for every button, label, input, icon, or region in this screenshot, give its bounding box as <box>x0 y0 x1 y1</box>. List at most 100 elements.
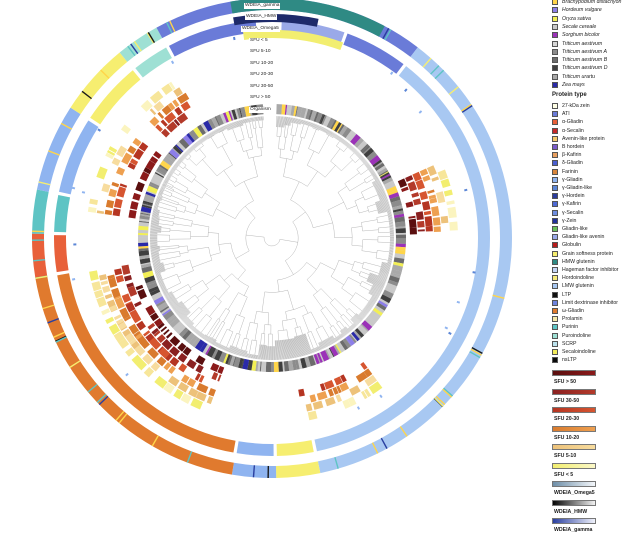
protein-item-swatch <box>552 292 558 298</box>
tree-branch <box>207 319 218 336</box>
tree-branch <box>246 151 248 159</box>
tree-branch <box>251 118 252 122</box>
protein-item-label: nsLTP <box>562 356 577 364</box>
tree-branch <box>278 330 287 331</box>
tree-branch <box>350 293 356 301</box>
tree-branch <box>221 127 223 131</box>
tree-branch <box>247 353 248 357</box>
tree-branch <box>389 222 393 223</box>
sfu-cell <box>99 274 107 281</box>
tree-branch <box>372 296 378 299</box>
tree-branch <box>350 153 354 157</box>
protein-item-swatch <box>552 144 558 150</box>
tree-branch <box>188 284 191 289</box>
tree-branch <box>176 210 184 212</box>
tree-branch <box>208 232 218 233</box>
wdeia-mark <box>357 406 360 410</box>
tree-branch <box>389 254 393 255</box>
protein-item-swatch <box>552 160 558 166</box>
tree-branch <box>255 341 257 355</box>
tree-branch <box>194 179 207 189</box>
tree-branch <box>185 211 195 214</box>
protein-item-label: γ-Kafirin <box>562 200 581 208</box>
tree-branch <box>235 177 257 187</box>
tree-branch <box>315 124 316 128</box>
tree-branch <box>219 308 226 319</box>
tree-branch <box>255 117 256 121</box>
tree-branch <box>336 141 339 146</box>
sfu-cell <box>161 129 170 138</box>
tree-branch <box>232 333 237 345</box>
protein-item-label: LMW glutenin <box>562 282 594 290</box>
tree-branch <box>364 262 381 266</box>
tree-branch <box>213 340 216 345</box>
tree-branch <box>279 149 285 150</box>
protein-item-swatch <box>552 251 558 257</box>
tree-branch <box>150 230 161 231</box>
tree-branch <box>362 262 364 268</box>
organism-item-sorghum-bicolor: Sorghum bicolor <box>552 31 600 39</box>
organism-cell <box>138 237 148 243</box>
gradient-bar-sfu-20-30 <box>552 407 596 413</box>
tree-branch <box>339 321 344 328</box>
outer-ring-stripe <box>267 466 269 478</box>
gradient-bar-sfu-5 <box>552 463 596 469</box>
wdeia-mark <box>448 332 452 335</box>
ring-label-wdeia-omega5: WDEIA_Omega5 <box>241 26 280 32</box>
tree-branch <box>346 311 352 317</box>
tree-branch <box>159 251 180 254</box>
sfu-cell <box>401 187 409 192</box>
tree-branch <box>160 256 180 260</box>
tree-branch <box>176 289 191 299</box>
sfu-cell <box>324 380 334 390</box>
organism-item-label: Triticum aestivum A <box>562 48 607 56</box>
tree-branch <box>216 209 235 219</box>
sfu-cell <box>105 317 114 324</box>
tree-branch <box>174 260 190 264</box>
tree-branch <box>330 325 333 327</box>
tree-branch <box>218 233 220 252</box>
tree-branch <box>249 156 262 159</box>
tree-branch <box>380 270 389 273</box>
protein-item-swatch <box>552 169 558 175</box>
tree-branch <box>389 220 393 221</box>
tree-branch <box>222 127 224 131</box>
tree-branch <box>255 121 256 128</box>
organism-cell <box>138 242 148 246</box>
tree-branch <box>237 139 244 141</box>
wdeia-mark <box>457 301 460 304</box>
tree-branch <box>171 194 172 197</box>
protein-item-grain-softness-protein: Grain softness protein <box>552 250 613 258</box>
tree-branch <box>283 177 307 187</box>
sfu-cell <box>434 226 441 232</box>
sfu-cell <box>422 175 430 182</box>
tree-branch <box>311 331 318 347</box>
sfu-cell <box>416 211 424 220</box>
tree-branch <box>356 293 369 302</box>
tree-branch <box>335 298 347 310</box>
wdeia-mark <box>419 110 423 113</box>
ring-label-wdeia-hmw: WDEIA_HMW <box>245 14 277 20</box>
protein-item-label: γ-Zein <box>562 217 576 225</box>
wdeia-mark <box>472 271 475 274</box>
tree-branch <box>152 261 160 263</box>
tree-branch <box>388 215 392 216</box>
tree-branch <box>389 219 393 220</box>
sfu-cell <box>166 332 173 338</box>
tree-branch <box>345 173 360 184</box>
tree-branch <box>202 160 217 176</box>
protein-item-gliadin-like-avenin: Gliadin-like avenin <box>552 233 604 241</box>
protein-item-swatch <box>552 357 558 363</box>
tree-branch <box>326 307 338 322</box>
protein-item-kafirin: γ-Kafirin <box>552 200 581 208</box>
protein-item-label: β-Kafirin <box>562 151 581 159</box>
sfu-cell <box>130 201 139 210</box>
tree-branch <box>184 207 186 212</box>
protein-item-label: Hageman factor inhibitor <box>562 266 619 274</box>
tree-branch <box>183 295 195 304</box>
tree-branch <box>161 188 165 190</box>
sfu-cell <box>360 362 367 370</box>
tree-branch <box>336 323 341 330</box>
tree-branch <box>188 199 190 203</box>
tree-branch <box>307 171 317 186</box>
